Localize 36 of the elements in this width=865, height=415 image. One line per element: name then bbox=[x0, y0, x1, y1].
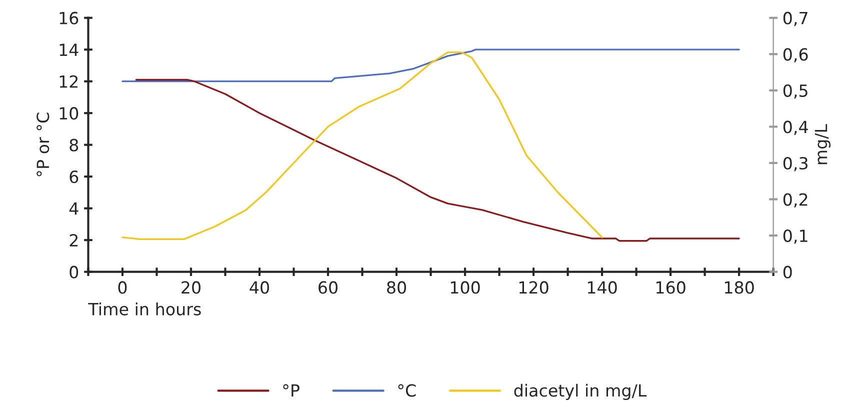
x-tick-label: 160 bbox=[656, 281, 686, 294]
legend-label: diacetyl in mg/L bbox=[514, 384, 647, 400]
line-series bbox=[122, 51, 603, 240]
y-tick-label: 8 bbox=[70, 138, 78, 152]
y-tick-label: 12 bbox=[60, 75, 78, 88]
x-tick-label: 180 bbox=[724, 281, 754, 294]
x-tick-label: 140 bbox=[588, 281, 617, 294]
x-tick-label: 100 bbox=[450, 281, 480, 294]
y2-tick-label: 0,3 bbox=[783, 156, 808, 172]
y2-tick-label: 0,7 bbox=[783, 12, 808, 26]
x-tick-label: 120 bbox=[519, 281, 548, 294]
x-tick-label: 80 bbox=[387, 281, 406, 294]
y2-tick-label: 0 bbox=[783, 266, 792, 278]
y-tick-label: 6 bbox=[70, 170, 78, 184]
x-tick-label: 40 bbox=[250, 281, 269, 294]
y-tick-label: 10 bbox=[60, 107, 78, 120]
x-tick-label: 20 bbox=[182, 281, 200, 294]
y2-tick-label: 0,5 bbox=[783, 84, 808, 99]
y2-tick-label: 0,2 bbox=[783, 193, 808, 208]
line-series bbox=[122, 48, 740, 82]
legend-label: °C bbox=[398, 384, 416, 397]
y2-tick-label: 0,1 bbox=[783, 230, 808, 244]
y2-tick-label: 0,4 bbox=[783, 120, 808, 135]
y-tick-label: 4 bbox=[69, 202, 78, 215]
y-tick-label: 0 bbox=[70, 266, 78, 278]
y-tick-label: 2 bbox=[70, 234, 78, 246]
y2-tick-label: 0,6 bbox=[783, 48, 808, 62]
x-axis-title: Time in hours bbox=[88, 302, 201, 316]
y2-axis-title: mg/L bbox=[814, 124, 831, 164]
line-series bbox=[135, 78, 740, 242]
y-axis-title: °P or °C bbox=[36, 112, 50, 176]
y-tick-label: 16 bbox=[60, 12, 78, 24]
x-tick-label: 60 bbox=[318, 281, 338, 294]
legend-label: °P bbox=[283, 384, 300, 397]
y-tick-label: 14 bbox=[60, 44, 78, 56]
x-tick-label: 0 bbox=[118, 281, 127, 294]
